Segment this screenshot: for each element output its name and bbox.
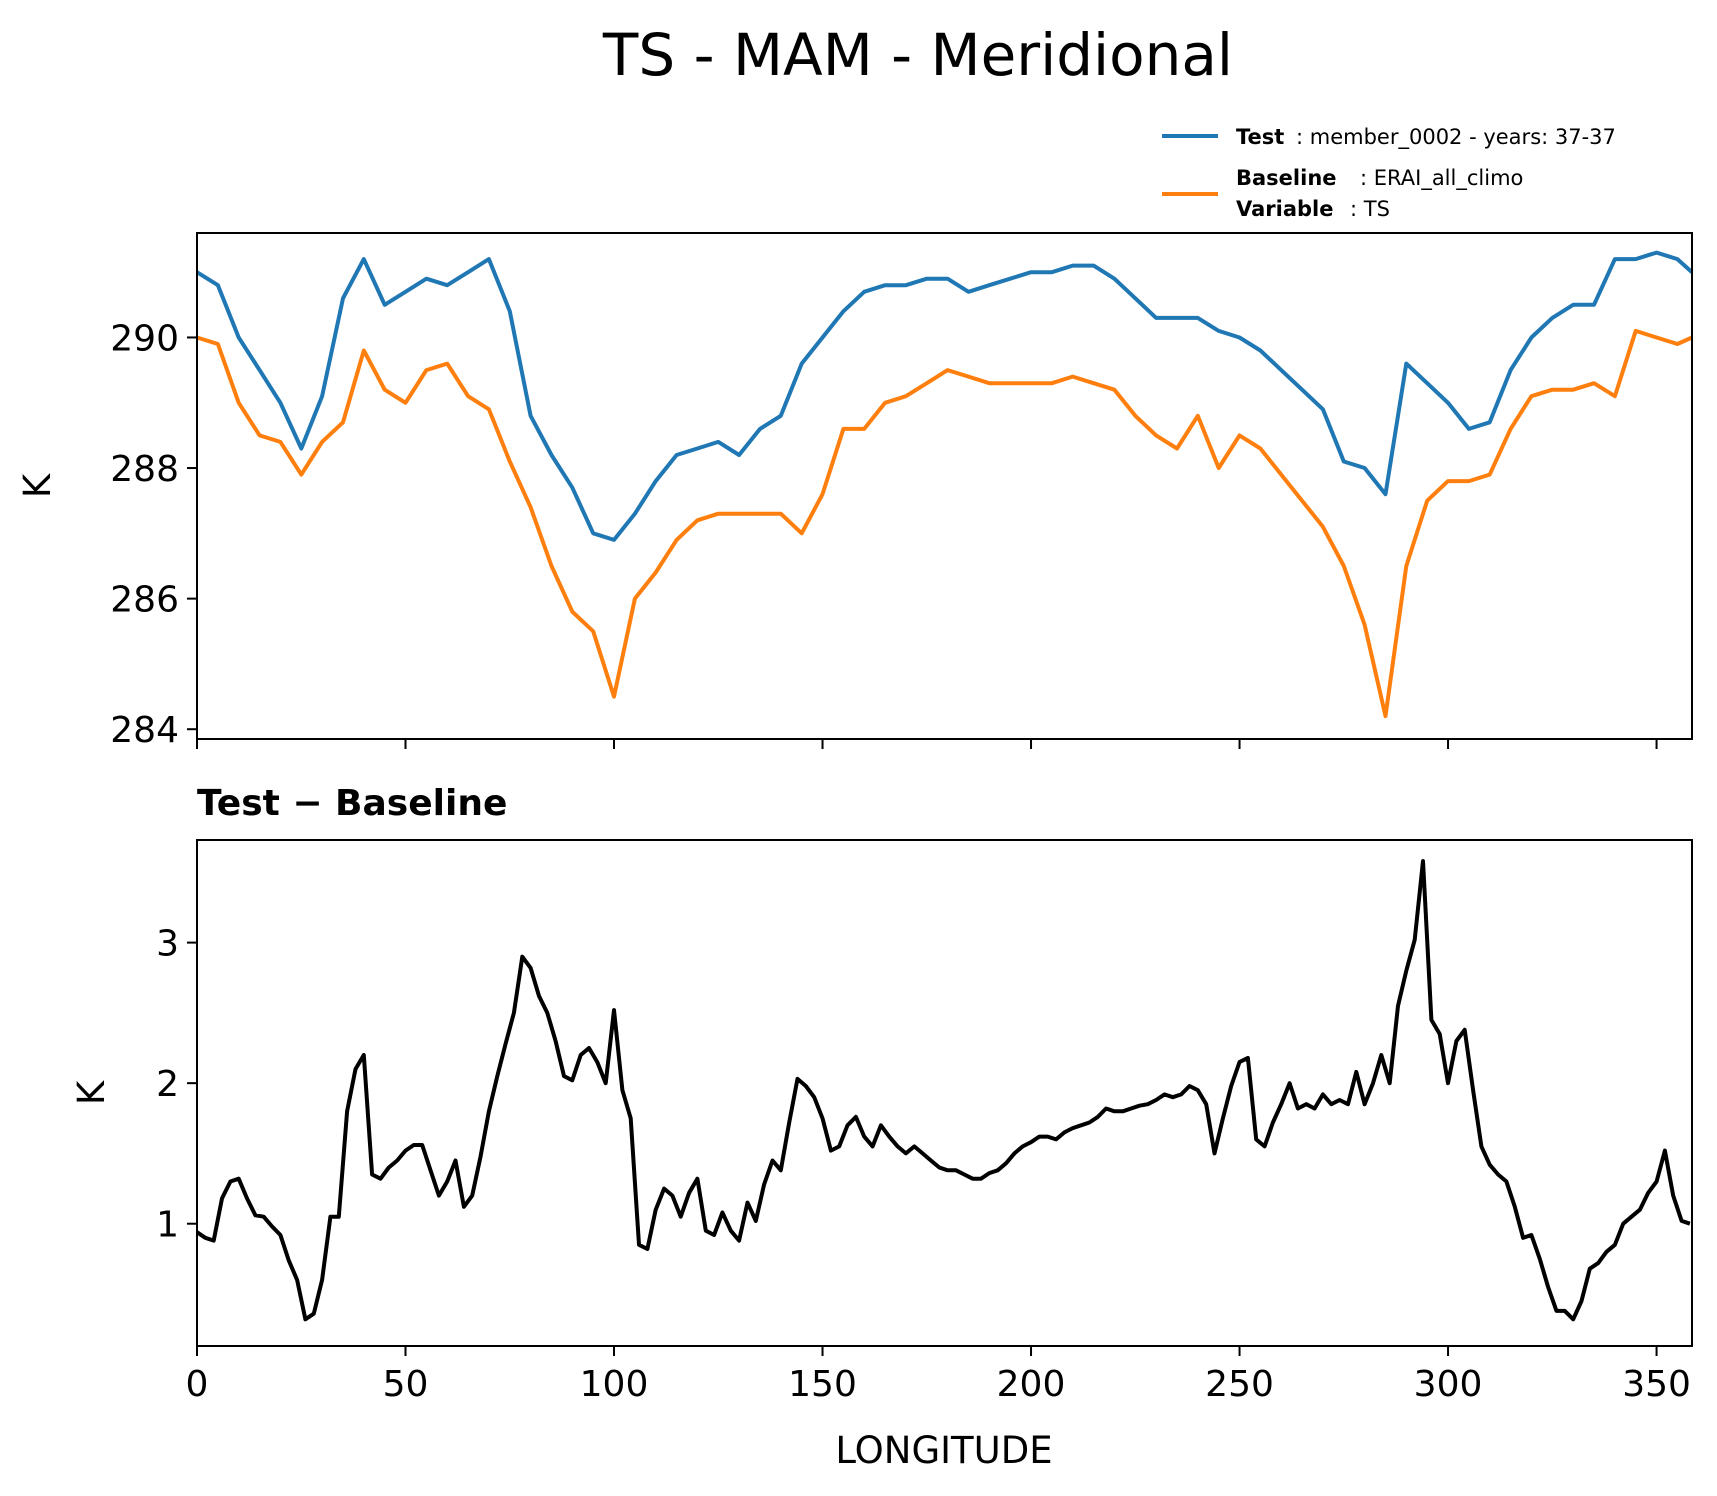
y-tick-label-3: 3	[156, 924, 179, 965]
x-tick-label-200: 200	[997, 1364, 1066, 1405]
diff-panel-title: Test − Baseline	[197, 783, 507, 824]
x-tick-label-100: 100	[580, 1364, 649, 1405]
bottom-panel: 1 2 3 0 50 100 150 200 250 300 350 K	[70, 839, 1693, 1405]
legend-variable-key: Variable	[1236, 197, 1333, 221]
series-line-test-baseline	[195, 859, 1691, 1322]
y-tick-label-1: 1	[156, 1205, 179, 1246]
y-axis-label-1: K	[70, 1079, 113, 1105]
y-tick-label-284: 284	[110, 710, 179, 751]
legend-test-value: : member_0002 - years: 37-37	[1296, 125, 1616, 150]
x-tick-label-300: 300	[1414, 1364, 1483, 1405]
x-axis-label: LONGITUDE	[835, 1429, 1052, 1472]
y-tick-label-2: 2	[156, 1064, 179, 1105]
y-tick-label-288: 288	[110, 449, 179, 490]
series-line-baseline	[196, 328, 1693, 719]
x-tick-label-250: 250	[1205, 1364, 1274, 1405]
legend-baseline-key: Baseline	[1236, 166, 1337, 190]
y-tick-label-290: 290	[110, 318, 179, 359]
x-tick-label-150: 150	[788, 1364, 857, 1405]
legend: Test : member_0002 - years: 37-37 Baseli…	[1162, 125, 1616, 221]
x-tick-label-0: 0	[186, 1364, 209, 1405]
plot-frame-1	[196, 839, 1693, 1347]
y-tick-label-286: 286	[110, 580, 179, 621]
plot-frame-0	[196, 232, 1693, 740]
y-axis-label-0: K	[16, 472, 59, 498]
x-tick-label-350: 350	[1622, 1364, 1691, 1405]
legend-test-key: Test	[1236, 125, 1284, 149]
x-tick-label-50: 50	[383, 1364, 429, 1405]
series-line-test	[195, 250, 1694, 542]
figure-title: TS - MAM - Meridional	[602, 21, 1233, 89]
top-panel: 284 286 288 290 K	[16, 232, 1694, 751]
legend-variable-value: : TS	[1350, 197, 1390, 221]
legend-baseline-value: : ERAI_all_climo	[1360, 166, 1523, 191]
